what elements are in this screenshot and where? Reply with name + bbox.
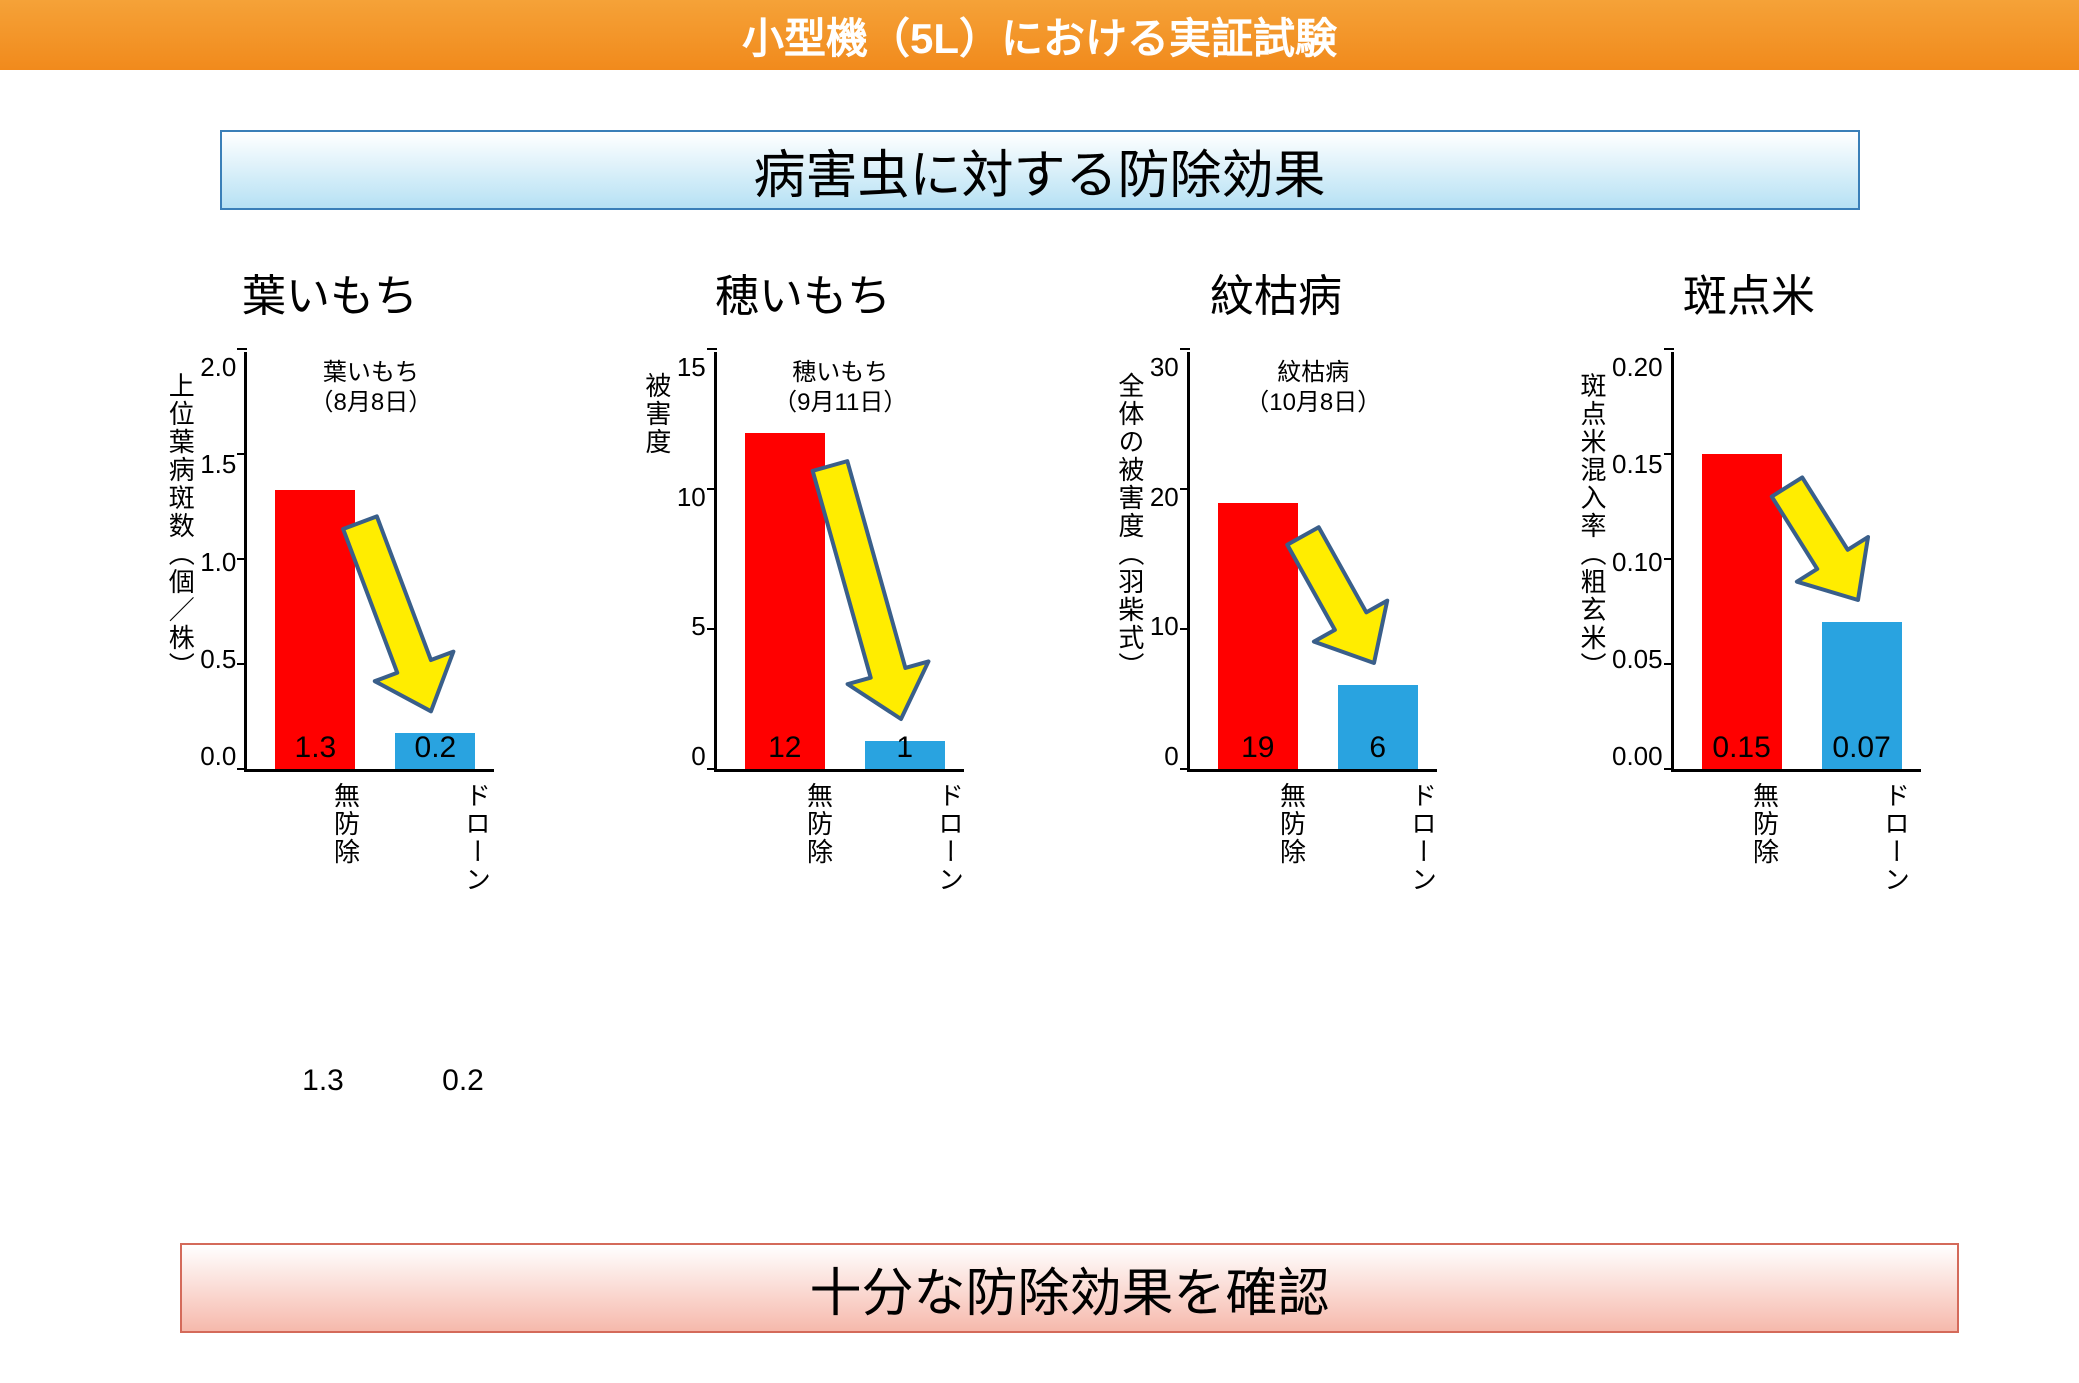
- y-tick-label: 10: [1150, 611, 1179, 642]
- plot-area: 葉いもち（8月8日） 1.3 0.2: [244, 352, 494, 772]
- bottom-value-drone: 0.2: [413, 1064, 513, 1098]
- x-label-drone: ドローン: [1878, 782, 1915, 894]
- x-axis-labels: 無防除 ドローン: [328, 782, 496, 894]
- plot-area: 紋枯病（10月8日） 19 6: [1187, 352, 1437, 772]
- chart-panel-1: 穂いもち被害度15 10 5 0 穂いもち（9月11日） 12 1 無防除 ドローン: [583, 260, 1023, 1098]
- y-tick: [1664, 558, 1674, 560]
- chart-wrap: 被害度15 10 5 0 穂いもち（9月11日） 12 1: [642, 352, 964, 772]
- bar-untreated: 1.3: [275, 490, 355, 769]
- x-label-drone: ドローン: [932, 782, 969, 894]
- chart-panel-2: 紋枯病全体の被害度（羽柴式）30 20 10 0 紋枯病（10月8日） 19 6 無防除 ドロー…: [1056, 260, 1496, 1098]
- bar-untreated: 0.15: [1702, 454, 1782, 769]
- bar-drone: 6: [1338, 685, 1418, 769]
- y-tick: [1664, 348, 1674, 350]
- y-tick-label: 0.5: [200, 644, 236, 675]
- x-axis-labels: 無防除 ドローン: [1274, 782, 1442, 894]
- y-tick-label: 1.5: [200, 449, 236, 480]
- y-axis-ticks: 15 10 5 0: [677, 352, 714, 772]
- panel-title: 葉いもち: [242, 260, 418, 324]
- y-tick-label: 20: [1150, 482, 1179, 513]
- y-tick-label: 2.0: [200, 352, 236, 383]
- y-axis-label: 上位葉病斑数（個／株）: [166, 352, 195, 680]
- bar-drone: 0.07: [1822, 622, 1902, 769]
- y-axis-ticks: 0.20 0.15 0.10 0.05 0.00: [1612, 352, 1671, 772]
- plot-area: 穂いもち（9月11日） 12 1: [714, 352, 964, 772]
- y-tick-label: 15: [677, 352, 706, 383]
- y-tick-label: 0.15: [1612, 449, 1663, 480]
- x-label-untreated: 無防除: [328, 782, 365, 894]
- bottom-value-untreated: 1.3: [273, 1064, 373, 1098]
- x-axis-labels: 無防除 ドローン: [801, 782, 969, 894]
- sub-banner-text: 病害虫に対する防除効果: [753, 133, 1325, 208]
- y-tick-label: 10: [677, 482, 706, 513]
- y-tick: [237, 558, 247, 560]
- panel-title: 斑点米: [1683, 260, 1815, 324]
- y-axis-label: 全体の被害度（羽柴式）: [1115, 352, 1144, 680]
- chart-wrap: 全体の被害度（羽柴式）30 20 10 0 紋枯病（10月8日） 19 6: [1115, 352, 1437, 772]
- y-axis-ticks: 30 20 10 0: [1150, 352, 1187, 772]
- y-tick: [1664, 453, 1674, 455]
- panel-title: 紋枯病: [1210, 260, 1342, 324]
- y-tick: [707, 348, 717, 350]
- x-label-untreated: 無防除: [1274, 782, 1311, 894]
- chart-wrap: 上位葉病斑数（個／株）2.0 1.5 1.0 0.5 0.0 葉いもち（8月8日） 1.3 0…: [166, 352, 495, 772]
- top-banner-text: 小型機（5L）における実証試験: [742, 5, 1337, 66]
- bar-drone: 1: [865, 741, 945, 769]
- y-tick-label: 1.0: [200, 547, 236, 578]
- y-tick-label: 0.05: [1612, 644, 1663, 675]
- y-axis-label: 斑点米混入率（粗玄米）: [1577, 352, 1606, 680]
- x-label-drone: ドローン: [459, 782, 496, 894]
- y-tick: [237, 348, 247, 350]
- y-tick: [707, 628, 717, 630]
- y-axis-label: 被害度: [642, 352, 671, 456]
- y-tick: [237, 768, 247, 770]
- y-tick-label: 0: [691, 741, 705, 772]
- y-tick: [1180, 628, 1190, 630]
- bar-untreated: 12: [745, 433, 825, 769]
- x-label-untreated: 無防除: [1747, 782, 1784, 894]
- chart-panel-3: 斑点米斑点米混入率（粗玄米）0.200.150.100.050.000.150.…: [1529, 260, 1969, 1098]
- x-label-drone: ドローン: [1405, 782, 1442, 894]
- conclusion-text: 十分な防除効果を確認: [809, 1251, 1329, 1326]
- x-axis-labels: 無防除 ドローン: [1747, 782, 1915, 894]
- y-tick-label: 0.00: [1612, 741, 1663, 772]
- chart-wrap: 斑点米混入率（粗玄米）0.20 0.15 0.10 0.05 0.00 0.15 0.07: [1577, 352, 1920, 772]
- y-tick: [237, 663, 247, 665]
- y-tick: [1180, 488, 1190, 490]
- y-tick-label: 30: [1150, 352, 1179, 383]
- panel-title: 穂いもち: [715, 260, 891, 324]
- y-tick: [1180, 768, 1190, 770]
- y-tick: [237, 453, 247, 455]
- charts-row: 葉いもち上位葉病斑数（個／株）2.0 1.5 1.0 0.5 0.0 葉いもち（8月8日）…: [0, 210, 2079, 1098]
- y-tick-label: 0: [1164, 741, 1178, 772]
- bar-drone: 0.2: [395, 733, 475, 769]
- top-banner: 小型機（5L）における実証試験: [0, 0, 2079, 70]
- y-tick: [707, 488, 717, 490]
- bottom-value-row: 1.3 0.2: [273, 1064, 513, 1098]
- y-axis-ticks: 2.0 1.5 1.0 0.5 0.0: [200, 352, 244, 772]
- chart-inner-label: 紋枯病（10月8日）: [1190, 358, 1437, 418]
- chart-inner-label: 穂いもち（9月11日）: [717, 358, 964, 418]
- y-tick-label: 5: [691, 611, 705, 642]
- y-tick-label: 0.20: [1612, 352, 1663, 383]
- chart-panel-0: 葉いもち上位葉病斑数（個／株）2.0 1.5 1.0 0.5 0.0 葉いもち（8月8日）…: [110, 260, 550, 1098]
- x-label-untreated: 無防除: [801, 782, 838, 894]
- plot-area: 0.15 0.07: [1671, 352, 1921, 772]
- chart-inner-label: 葉いもち（8月8日）: [247, 358, 494, 418]
- y-tick: [1664, 663, 1674, 665]
- y-tick: [1664, 768, 1674, 770]
- y-tick: [1180, 348, 1190, 350]
- y-tick: [707, 768, 717, 770]
- bar-untreated: 19: [1218, 503, 1298, 769]
- y-tick-label: 0.0: [200, 741, 236, 772]
- y-tick-label: 0.10: [1612, 547, 1663, 578]
- conclusion-banner: 十分な防除効果を確認: [180, 1243, 1959, 1333]
- sub-banner: 病害虫に対する防除効果: [220, 130, 1860, 210]
